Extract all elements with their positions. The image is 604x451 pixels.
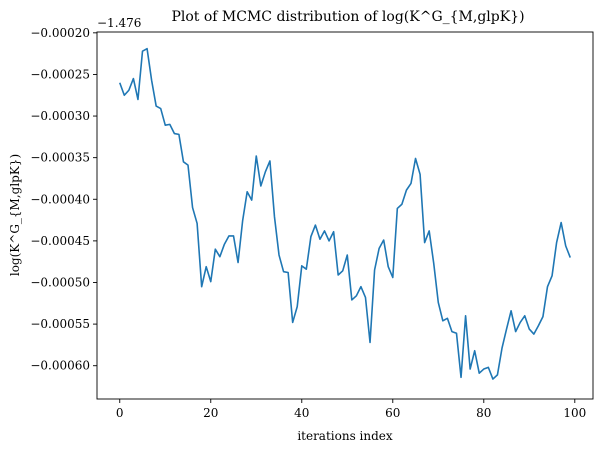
series-points (119, 48, 571, 380)
series-line (118, 47, 571, 380)
y-axis-ticks: −0.00020 −0.00025 −0.00030 −0.00035 −0.00040… (30, 26, 97, 373)
y-tick-label: −0.00045 (30, 234, 90, 248)
plot-frame (96, 31, 594, 400)
y-tick-label: −0.00030 (30, 109, 90, 123)
x-axis-label: iterations index (297, 429, 393, 443)
x-tick-label: 40 (294, 406, 309, 420)
y-tick-label: −0.00040 (30, 192, 90, 206)
y-tick-label: −0.00060 (30, 359, 90, 373)
x-tick-label: 20 (203, 406, 218, 420)
y-tick-label: −0.00020 (30, 26, 90, 40)
y-tick-label: −0.00055 (30, 317, 90, 331)
y-tick-label: −0.00025 (30, 67, 90, 81)
y-tick-label: −0.00050 (30, 275, 90, 289)
y-axis-label: log(K^G_{M,glpK}) (8, 154, 22, 276)
x-tick-label: 0 (116, 406, 124, 420)
x-tick-label: 60 (385, 406, 400, 420)
y-tick-label: −0.00035 (30, 151, 90, 165)
x-tick-label: 100 (563, 406, 586, 420)
x-axis-ticks: 0 20 40 60 80 100 (116, 399, 586, 420)
chart-title: Plot of MCMC distribution of log(K^G_{M,… (171, 9, 524, 25)
y-axis-offset-text: −1.476 (97, 16, 141, 30)
x-tick-label: 80 (476, 406, 491, 420)
